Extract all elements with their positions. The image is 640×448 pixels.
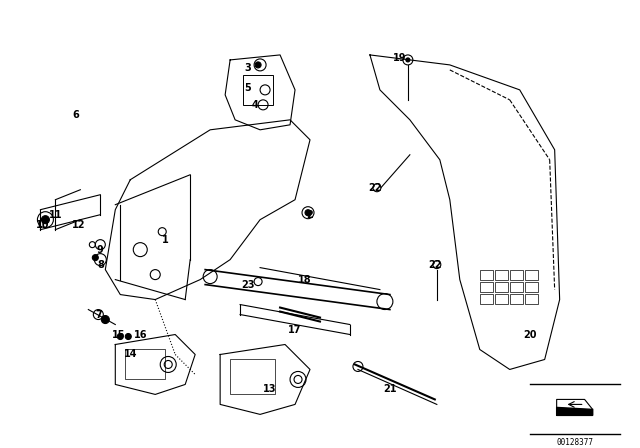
Text: 18: 18	[298, 275, 312, 284]
Text: 22: 22	[368, 183, 381, 193]
Circle shape	[255, 62, 261, 68]
Text: 3: 3	[244, 63, 252, 73]
Text: 23: 23	[241, 280, 255, 289]
Text: 13: 13	[263, 384, 277, 394]
Circle shape	[305, 210, 311, 215]
Text: 00128377: 00128377	[556, 438, 593, 447]
Text: 2: 2	[307, 210, 314, 220]
Circle shape	[42, 215, 49, 224]
Bar	[480, 282, 493, 292]
Bar	[495, 282, 508, 292]
Bar	[480, 293, 493, 304]
Text: 7: 7	[95, 310, 102, 319]
Text: 12: 12	[72, 220, 85, 230]
Circle shape	[101, 315, 109, 323]
Circle shape	[117, 333, 124, 340]
Polygon shape	[557, 407, 593, 415]
Bar	[509, 270, 523, 280]
Bar	[495, 270, 508, 280]
Text: 8: 8	[97, 259, 104, 270]
Text: 5: 5	[244, 83, 252, 93]
Circle shape	[125, 333, 131, 340]
Text: 20: 20	[523, 330, 536, 340]
Text: 4: 4	[252, 100, 259, 110]
Bar	[525, 293, 538, 304]
Text: 6: 6	[72, 110, 79, 120]
Bar	[509, 282, 523, 292]
Text: 21: 21	[383, 384, 397, 394]
Bar	[525, 282, 538, 292]
Text: 14: 14	[124, 349, 137, 359]
Bar	[243, 75, 273, 105]
Bar	[525, 270, 538, 280]
Text: 17: 17	[288, 324, 302, 335]
Bar	[125, 349, 165, 379]
Bar	[230, 359, 275, 394]
Text: 15: 15	[111, 330, 125, 340]
Bar	[495, 293, 508, 304]
Text: 22: 22	[428, 259, 442, 270]
Text: 10: 10	[36, 220, 49, 230]
Bar	[480, 270, 493, 280]
Circle shape	[92, 254, 99, 261]
Bar	[509, 293, 523, 304]
Text: 16: 16	[134, 330, 147, 340]
Text: 1: 1	[162, 235, 168, 245]
Text: 19: 19	[393, 53, 406, 63]
Text: 11: 11	[49, 210, 62, 220]
Circle shape	[406, 58, 410, 62]
Text: 9: 9	[97, 245, 104, 254]
